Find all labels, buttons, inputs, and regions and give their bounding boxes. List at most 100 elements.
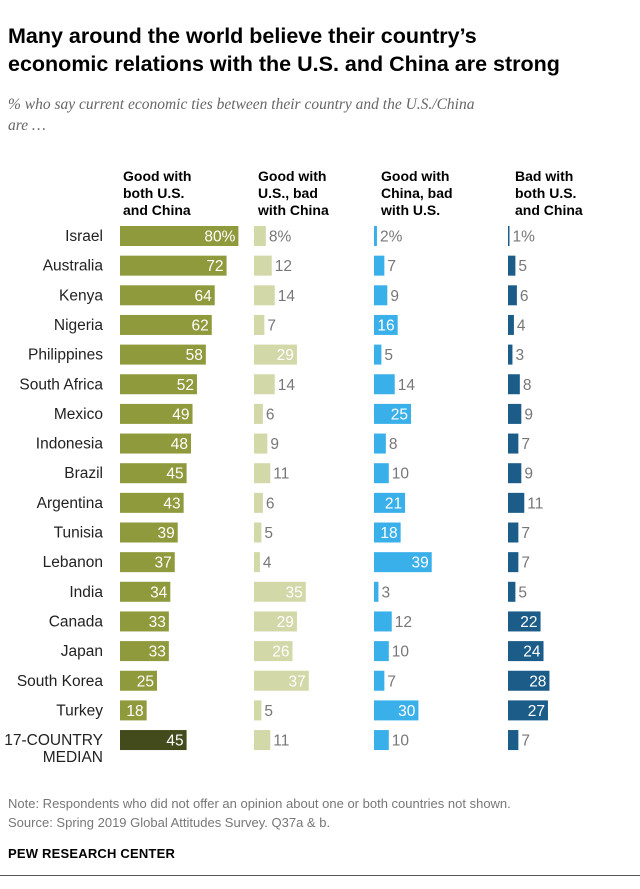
data-label: 6 <box>266 406 275 423</box>
chart-subtitle-line-2: are … <box>8 117 46 134</box>
data-label: 7 <box>521 436 530 453</box>
category-label: MEDIAN <box>43 749 103 766</box>
bar <box>120 433 192 454</box>
bar <box>254 344 297 365</box>
bar <box>508 344 513 365</box>
bar <box>374 641 389 662</box>
bar <box>374 344 382 365</box>
bar <box>374 670 385 691</box>
bar <box>508 255 516 276</box>
bar <box>120 403 193 424</box>
column-header-line: both U.S. <box>515 185 577 201</box>
bar <box>508 433 519 454</box>
data-label: 5 <box>384 347 393 364</box>
data-label: 48 <box>171 436 188 453</box>
bar <box>120 463 187 484</box>
data-label: 52 <box>177 377 194 394</box>
data-label: 8 <box>523 377 532 394</box>
bar <box>254 463 271 484</box>
bar <box>254 552 260 573</box>
data-label: 7 <box>521 525 530 542</box>
bar <box>254 730 271 751</box>
data-label: 10 <box>392 466 410 483</box>
bar <box>254 433 268 454</box>
chart-subtitle-line-1: % who say current economic ties between … <box>8 96 475 113</box>
bar <box>508 463 522 484</box>
data-label: 64 <box>194 288 212 305</box>
column-header-line: Good with <box>123 168 192 184</box>
category-label: Tunisia <box>54 525 104 542</box>
bar <box>254 226 266 246</box>
data-label: 9 <box>524 466 533 483</box>
data-label: 30 <box>398 703 416 720</box>
data-label: 12 <box>395 614 412 631</box>
bar <box>254 314 265 335</box>
category-label: India <box>69 584 103 601</box>
data-label: 43 <box>163 495 180 512</box>
category-label: South Africa <box>19 376 103 393</box>
data-label: 49 <box>172 406 189 423</box>
category-label: Brazil <box>64 465 103 482</box>
bar <box>508 611 541 632</box>
bar <box>254 492 263 513</box>
bar <box>374 433 386 454</box>
data-label: 37 <box>155 555 172 572</box>
data-label: 45 <box>166 733 183 750</box>
category-label: Israel <box>65 228 103 245</box>
chart-subtitle: % who say current economic ties between … <box>8 94 634 136</box>
column-header-good-china-bad-us: Good with China, bad with U.S. <box>381 168 453 219</box>
bar <box>508 522 519 543</box>
bar <box>374 374 395 395</box>
data-label: 3 <box>515 347 524 364</box>
chart-title-line-2: economic relations with the U.S. and Chi… <box>8 52 560 76</box>
data-label: 8% <box>269 229 292 246</box>
data-label: 11 <box>273 466 289 483</box>
column-header-line: both U.S. <box>123 185 185 201</box>
bar <box>120 285 215 306</box>
column-header-line: Good with <box>381 168 450 184</box>
column-header-line: China, bad <box>381 185 453 201</box>
category-label: South Korea <box>17 673 104 690</box>
bar <box>120 492 184 513</box>
bar <box>508 403 522 424</box>
bar <box>374 255 385 276</box>
data-label: 4 <box>517 317 526 334</box>
category-label: Turkey <box>56 702 103 719</box>
bar <box>254 670 309 691</box>
category-label: Argentina <box>37 495 104 512</box>
data-label: 62 <box>192 317 209 334</box>
bar <box>508 641 544 662</box>
bar <box>374 314 398 335</box>
data-label: 5 <box>264 525 273 542</box>
bar <box>374 700 419 721</box>
bottom-rule <box>0 875 640 876</box>
bar <box>254 403 263 424</box>
bar <box>120 314 212 335</box>
data-label: 24 <box>523 644 541 661</box>
data-label: 12 <box>275 258 292 275</box>
bar <box>508 314 514 335</box>
organization-name: PEW RESEARCH CENTER <box>8 846 176 861</box>
data-label: 11 <box>273 733 289 750</box>
category-label: Lebanon <box>43 554 103 571</box>
data-label: 37 <box>289 673 306 690</box>
bar <box>508 285 517 306</box>
chart-source: Source: Spring 2019 Global Attitudes Sur… <box>8 815 331 830</box>
data-label: 28 <box>529 673 546 690</box>
data-label: 25 <box>137 673 154 690</box>
data-label: 8 <box>389 436 398 453</box>
data-label: 1% <box>513 229 536 246</box>
bar <box>254 374 275 395</box>
chart-note: Note: Respondents who did not offer an o… <box>8 796 511 811</box>
category-label: Nigeria <box>54 317 103 334</box>
data-label: 39 <box>157 525 174 542</box>
data-label: 3 <box>381 584 390 601</box>
category-label: Philippines <box>28 347 103 364</box>
bar <box>120 522 178 543</box>
bar <box>374 463 389 484</box>
chart-title: Many around the world believe their coun… <box>8 22 634 78</box>
bar <box>120 641 169 662</box>
bar <box>120 344 206 365</box>
category-label: 17-COUNTRY <box>4 732 103 749</box>
